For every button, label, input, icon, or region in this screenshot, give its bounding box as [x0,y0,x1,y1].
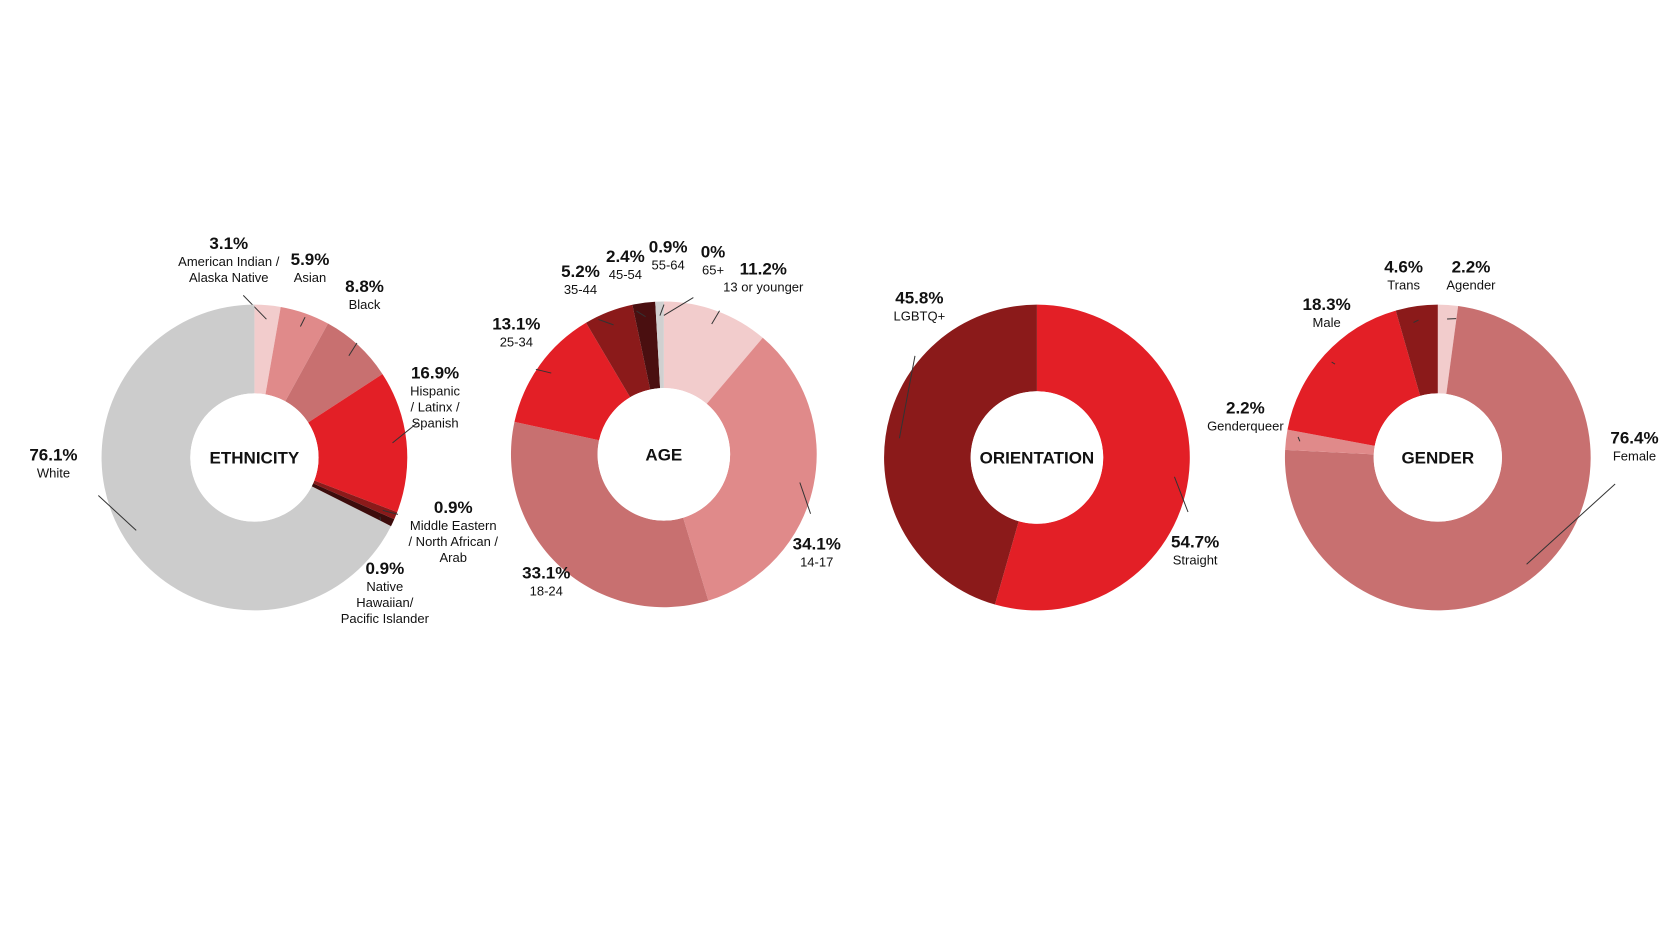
category-label: Black [349,297,381,312]
leader-line [1331,361,1336,365]
category-label: 35-44 [564,282,597,297]
value-label: 0.9% [365,559,404,578]
value-label: 18.3% [1303,295,1351,314]
slice [308,374,408,513]
chart-title: ETHNICITY [210,449,300,468]
category-label: Female [1613,449,1656,464]
value-label: 33.1% [522,563,570,582]
value-label: 11.2% [740,260,787,279]
category-label: Male [1313,315,1341,330]
category-label: Trans [1387,278,1420,293]
slice [1437,304,1459,394]
slice [1395,304,1438,396]
slice [1287,310,1421,446]
leader-line [1413,319,1419,323]
leader-line [1297,436,1301,442]
leader-line [636,310,646,318]
value-label: 0.9% [434,498,473,517]
donut-hole [190,393,319,522]
slice [994,304,1190,611]
slice [101,304,391,611]
slice [655,301,664,389]
value-label: 5.9% [291,250,330,269]
slice [285,323,383,423]
leader-line [711,310,720,325]
value-label: 8.8% [345,277,384,296]
slice [510,421,709,608]
value-label: 3.1% [209,234,248,253]
value-label: 76.4% [1610,429,1658,448]
value-label: 2.4% [606,247,645,266]
slice [265,306,329,402]
value-label: 4.6% [1384,258,1423,277]
category-label: 45-54 [609,267,642,282]
category-label: 25-34 [500,334,533,349]
value-label: 0.9% [649,237,688,256]
donut-hole [1373,393,1502,522]
category-label: Genderqueer [1207,419,1284,434]
leader-line [659,304,665,316]
value-label: 5.2% [561,262,600,281]
chart-title: AGE [645,445,682,464]
leader-line [535,368,552,374]
value-label: 54.7% [1171,532,1219,551]
leader-line [1173,476,1189,513]
leader-line [799,482,812,514]
category-label: 55-64 [652,257,685,272]
slice [1284,306,1591,611]
slice [586,304,651,398]
value-label: 13.1% [492,314,540,333]
donut-hole [970,391,1104,524]
slice [632,301,661,390]
leader-line [299,316,306,327]
category-label: 14-17 [800,554,833,569]
leader-line [98,495,137,531]
category-label: Middle Eastern / North African / Arab [408,518,498,565]
leader-line [1526,483,1616,565]
leader-line [392,421,419,444]
leader-line [663,297,694,316]
chart-title: GENDER [1401,449,1474,468]
category-label: White [37,466,70,481]
slice [1285,429,1375,455]
category-label: Agender [1446,278,1496,293]
slice [311,483,395,527]
slice [884,304,1037,605]
leader-line [242,295,267,320]
slice [254,304,281,395]
category-label: 65+ [702,263,724,278]
value-label: 34.1% [793,534,841,553]
value-label: 76.1% [29,446,77,465]
leader-line [898,355,916,439]
value-label: 16.9% [411,363,459,382]
value-label: 45.8% [895,289,943,308]
category-label: LGBTQ+ [894,309,946,324]
value-label: 2.2% [1452,258,1491,277]
donut-hole [597,388,731,521]
category-label: 13 or younger [723,280,804,295]
slice [663,301,763,404]
slice [514,322,631,441]
category-label: Asian [294,270,327,285]
value-label: 0% [701,243,726,262]
value-label: 2.2% [1226,399,1265,418]
leader-line [598,318,614,326]
chart-title: ORIENTATION [980,449,1095,468]
leader-line [382,509,399,515]
leader-line [348,342,358,356]
slice [313,480,398,520]
category-label: Straight [1173,552,1218,567]
category-label: 18-24 [530,583,563,598]
category-label: Hispanic / Latinx / Spanish [410,383,460,430]
slice [683,337,817,601]
category-label: Native Hawaiian/Pacific Islander [341,579,430,626]
category-label: American Indian / Alaska Native [178,254,280,285]
